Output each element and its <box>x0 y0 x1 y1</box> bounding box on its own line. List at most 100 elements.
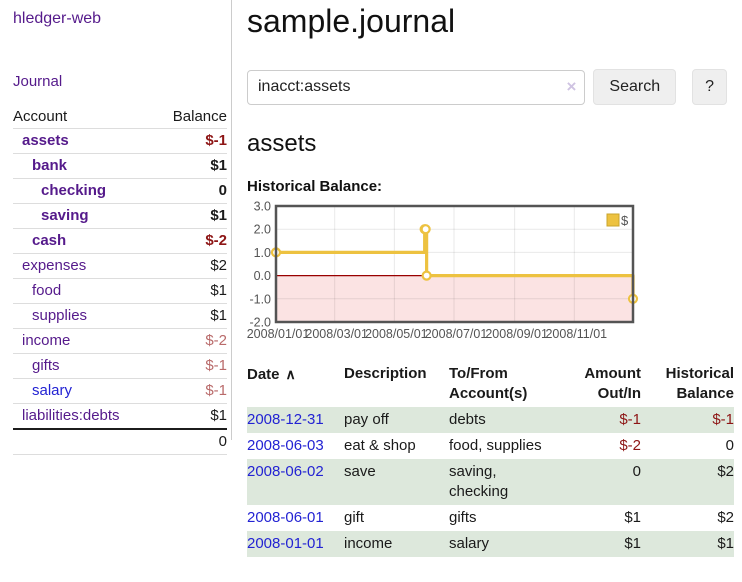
search-input-wrap: × <box>247 69 586 105</box>
account-link-assets[interactable]: assets <box>22 132 69 149</box>
svg-text:2008/01/01: 2008/01/01 <box>247 327 310 341</box>
transaction-date-link[interactable]: 2008-06-01 <box>247 509 324 526</box>
transaction-accounts: gifts <box>449 509 477 526</box>
account-row-gifts: gifts $-1 <box>13 354 227 379</box>
account-row-cash: cash $-2 <box>13 229 227 254</box>
account-row-checking: checking 0 <box>13 179 227 204</box>
account-balance: $-2 <box>205 332 227 349</box>
account-link-gifts[interactable]: gifts <box>32 357 60 374</box>
search-button[interactable]: Search <box>593 69 677 105</box>
account-link-bank[interactable]: bank <box>32 157 68 174</box>
account-link-checking[interactable]: checking <box>41 182 107 199</box>
transaction-amount: $1 <box>624 535 641 552</box>
transaction-balance: $1 <box>717 535 734 552</box>
column-header-description[interactable]: Description <box>344 365 427 382</box>
account-heading: assets <box>247 130 317 157</box>
account-balance: $1 <box>210 282 227 299</box>
main-content: sample.journal × Search ? assets Histori… <box>232 0 734 577</box>
transaction-description: pay off <box>344 411 389 428</box>
account-row-food: food $1 <box>13 279 227 304</box>
sort-asc-icon: ∧ <box>285 366 296 382</box>
transactions-header-row: Date ∧ Description To/From Account(s) Amo… <box>247 361 734 407</box>
chart-heading: Historical Balance: <box>247 178 383 195</box>
account-row-bank: bank $1 <box>13 154 227 179</box>
transaction-amount: $-1 <box>619 411 641 428</box>
transaction-description: gift <box>344 509 365 526</box>
account-balance: $2 <box>210 257 227 274</box>
transaction-date-link[interactable]: 2008-06-02 <box>247 463 324 480</box>
transaction-date-link[interactable]: 2008-01-01 <box>247 535 324 552</box>
account-row-salary: salary $-1 <box>13 379 227 404</box>
accounts-header-account: Account <box>13 108 68 125</box>
svg-text:2008/03/01: 2008/03/01 <box>305 327 368 341</box>
account-balance: $1 <box>210 207 227 224</box>
sidebar-item-journal[interactable]: Journal <box>13 73 63 90</box>
column-header-amount[interactable]: Amount Out/In <box>584 365 641 402</box>
account-balance: $1 <box>210 157 227 174</box>
transaction-description: save <box>344 463 376 480</box>
svg-text:1.0: 1.0 <box>254 246 271 260</box>
transactions-table: Date ∧ Description To/From Account(s) Amo… <box>247 361 734 557</box>
accounts-total-row: 0 <box>13 429 227 455</box>
search-input[interactable] <box>247 69 586 105</box>
account-balance: $-1 <box>205 132 227 149</box>
column-header-accounts[interactable]: To/From Account(s) <box>449 365 528 402</box>
account-link-food[interactable]: food <box>32 282 62 299</box>
account-balance: 0 <box>218 182 227 199</box>
help-button[interactable]: ? <box>692 69 727 105</box>
account-link-salary[interactable]: salary <box>32 382 73 399</box>
historical-balance-chart: 3.0 2.0 1.0 0.0 -1.0 -2.02008/01/012008/03/01… <box>247 200 639 341</box>
account-balance: $1 <box>210 307 227 324</box>
svg-text:2.0: 2.0 <box>254 223 271 237</box>
transaction-accounts: saving, checking <box>449 463 509 500</box>
transaction-amount: 0 <box>632 463 641 480</box>
account-balance: $1 <box>210 407 227 424</box>
svg-text:2008/05/01: 2008/05/01 <box>365 327 428 341</box>
transaction-accounts: salary <box>449 535 490 552</box>
account-balance: $-1 <box>205 357 227 374</box>
transaction-description: eat & shop <box>344 437 416 454</box>
account-link-liabilities-debts[interactable]: liabilities:debts <box>22 407 120 424</box>
transaction-amount: $1 <box>624 509 641 526</box>
brand-link[interactable]: hledger-web <box>13 10 102 27</box>
transaction-balance: $2 <box>717 509 734 526</box>
svg-text:2008/11/01: 2008/11/01 <box>545 327 607 341</box>
clear-search-icon[interactable]: × <box>566 76 577 96</box>
svg-text:0.0: 0.0 <box>254 269 271 283</box>
svg-text:2008/09/01: 2008/09/01 <box>485 327 548 341</box>
transaction-row[interactable]: 2008-06-02 save saving, checking 0 $2 <box>247 459 734 505</box>
svg-text:3.0: 3.0 <box>254 200 271 214</box>
account-balance: $-2 <box>205 232 227 249</box>
accounts-table: Account Balance assets $-1 bank $1 check… <box>13 105 227 455</box>
accounts-total-value: 0 <box>218 433 227 450</box>
account-link-cash[interactable]: cash <box>32 232 67 249</box>
transaction-description: income <box>344 535 393 552</box>
account-link-saving[interactable]: saving <box>41 207 89 224</box>
account-link-income[interactable]: income <box>22 332 71 349</box>
account-row-assets: assets $-1 <box>13 129 227 154</box>
column-header-balance[interactable]: Historical Balance <box>665 365 734 402</box>
transaction-row[interactable]: 2008-01-01 income salary $1 $1 <box>247 531 734 557</box>
legend-label: $ <box>621 213 629 228</box>
legend-swatch <box>606 213 620 227</box>
transaction-balance: $2 <box>717 463 734 480</box>
transaction-accounts: food, supplies <box>449 437 542 454</box>
svg-text:2008/07/01: 2008/07/01 <box>425 327 488 341</box>
transaction-date-link[interactable]: 2008-06-03 <box>247 437 324 454</box>
transaction-accounts: debts <box>449 411 486 428</box>
transaction-amount: $-2 <box>619 437 641 454</box>
transaction-row[interactable]: 2008-06-03 eat & shop food, supplies $-2… <box>247 433 734 459</box>
transaction-date-link[interactable]: 2008-12-31 <box>247 411 324 428</box>
transaction-balance: $-1 <box>712 411 734 428</box>
account-row-income: income $-2 <box>13 329 227 354</box>
search-form: × Search ? <box>247 69 727 105</box>
account-balance: $-1 <box>205 382 227 399</box>
page-title: sample.journal <box>247 3 456 39</box>
account-link-expenses[interactable]: expenses <box>22 257 87 274</box>
column-header-date[interactable]: Date ∧ <box>247 366 296 383</box>
transaction-row[interactable]: 2008-06-01 gift gifts $1 $2 <box>247 505 734 531</box>
account-link-supplies[interactable]: supplies <box>32 307 88 324</box>
account-row-saving: saving $1 <box>13 204 227 229</box>
transaction-row[interactable]: 2008-12-31 pay off debts $-1 $-1 <box>247 407 734 433</box>
